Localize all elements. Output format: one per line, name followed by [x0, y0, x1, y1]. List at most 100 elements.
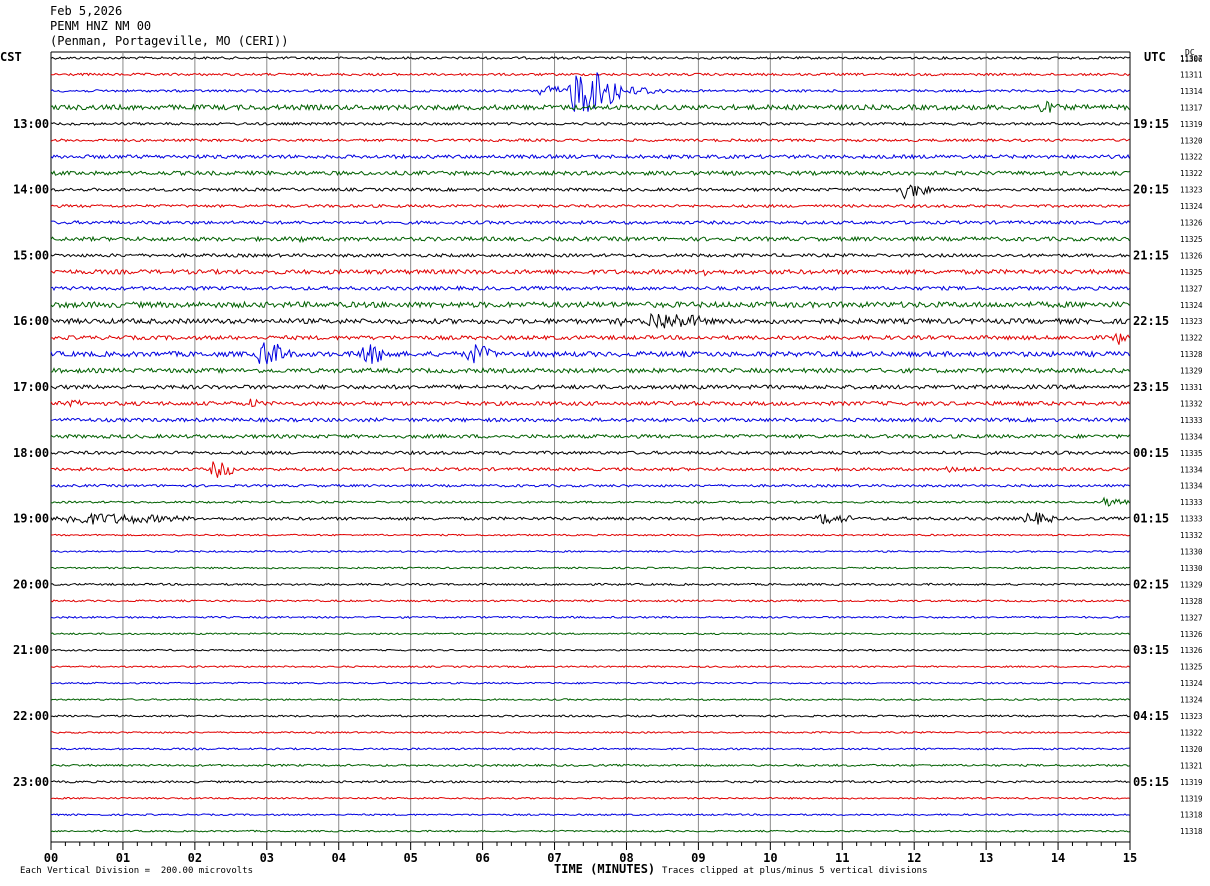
dc-offset-label: 11325 [1180, 663, 1203, 672]
dc-offset-label: 11311 [1180, 70, 1203, 79]
utc-time-label: 19:15 [1133, 117, 1169, 131]
x-tick-label: 01 [116, 851, 130, 865]
trace-row-17 [51, 332, 1130, 345]
dc-offset-label: 11320 [1180, 136, 1203, 145]
trace-row-36 [50, 648, 1130, 652]
trace-row-34 [50, 615, 1130, 619]
cst-time-label: 15:00 [13, 248, 49, 262]
dc-offset-label: 11322 [1180, 728, 1203, 737]
x-tick-label: 02 [188, 851, 202, 865]
dc-offset-label: 11325 [1180, 268, 1203, 277]
trace-row-16 [50, 312, 1130, 329]
dc-offset-label: 11322 [1180, 334, 1203, 343]
trace-row-10 [50, 219, 1130, 225]
trace-row-18 [50, 342, 1130, 365]
trace-row-47 [50, 829, 1130, 833]
trace-row-35 [50, 632, 1130, 636]
trace-row-7 [50, 169, 1130, 177]
trace-row-23 [50, 433, 1130, 440]
dc-offset-label: 11320 [1180, 745, 1203, 754]
dc-offset-label: 11324 [1180, 696, 1203, 705]
trace-row-44 [50, 780, 1130, 784]
utc-time-label: 05:15 [1133, 775, 1169, 789]
utc-time-label: 02:15 [1133, 577, 1169, 591]
trace-row-42 [51, 747, 1130, 751]
dc-offset-label: 11335 [1180, 449, 1203, 458]
cst-time-label: 20:00 [13, 577, 49, 591]
dc-offset-label: 11328 [1180, 597, 1203, 606]
dc-offset-label: 11329 [1180, 367, 1203, 376]
trace-row-4 [50, 121, 1130, 126]
utc-time-label: 01:15 [1133, 512, 1169, 526]
dc-offset-label: 11323 [1180, 186, 1203, 195]
scale-note: Each Vertical Division = 200.00 microvol… [20, 866, 253, 876]
dc-offset-label: 11323 [1180, 317, 1203, 326]
dc-offset-label: 11326 [1180, 646, 1203, 655]
dc-offset-label: 11306 [1180, 55, 1203, 64]
trace-row-39 [50, 698, 1130, 701]
cst-time-label: 16:00 [13, 314, 49, 328]
trace-group [50, 55, 1130, 833]
dc-offset-label: 11321 [1180, 761, 1203, 770]
dc-offset-label: 11332 [1180, 531, 1203, 540]
vertical-gridlines [50, 51, 1131, 850]
trace-row-14 [50, 285, 1130, 292]
trace-row-40 [50, 714, 1130, 718]
x-axis-title: TIME (MINUTES) [554, 862, 656, 876]
trace-row-5 [50, 138, 1130, 143]
trace-row-21 [50, 398, 1130, 408]
header-location: (Penman, Portageville, MO (CERI)) [50, 34, 289, 48]
x-tick-label: 12 [907, 851, 921, 865]
x-tick-label: 11 [835, 851, 849, 865]
trace-row-12 [50, 252, 1130, 258]
cst-time-label: 13:00 [13, 117, 49, 131]
trace-row-25 [51, 461, 1130, 478]
x-tick-label: 10 [763, 851, 777, 865]
trace-row-15 [50, 300, 1130, 310]
x-tick-label: 05 [403, 851, 417, 865]
trace-row-27 [50, 496, 1130, 507]
dc-offset-label: 11326 [1180, 251, 1203, 260]
cst-time-label: 22:00 [13, 709, 49, 723]
dc-offset-label: 11319 [1180, 778, 1203, 787]
dc-offset-label: 11318 [1180, 827, 1203, 836]
x-tick-label: 06 [475, 851, 489, 865]
trace-row-46 [50, 813, 1130, 817]
trace-row-20 [50, 383, 1130, 391]
x-tick-label: 00 [44, 851, 58, 865]
dc-offset-label: 11326 [1180, 630, 1203, 639]
trace-row-9 [50, 203, 1130, 209]
cst-time-label: 23:00 [13, 775, 49, 789]
trace-row-37 [50, 665, 1130, 669]
dc-offset-label: 11319 [1180, 120, 1203, 129]
utc-axis-label: UTC [1144, 50, 1166, 64]
cst-time-label: 18:00 [13, 446, 49, 460]
trace-row-32 [50, 582, 1130, 587]
dc-offset-label: 11328 [1180, 350, 1203, 359]
dc-offset-label: 11319 [1180, 794, 1203, 803]
dc-offset-label: 11307 [1180, 54, 1203, 63]
trace-row-41 [50, 731, 1130, 734]
trace-row-3 [50, 100, 1130, 113]
dc-offset-label: 11334 [1180, 432, 1203, 441]
dc-offset-label: 11314 [1180, 87, 1203, 96]
trace-row-2 [50, 72, 1130, 112]
header-date: Feb 5,2026 [50, 4, 123, 18]
dc-offset-label: 11322 [1180, 153, 1203, 162]
trace-row-29 [50, 533, 1130, 537]
utc-time-label: 22:15 [1133, 314, 1169, 328]
dc-offset-label: 11324 [1180, 301, 1203, 310]
trace-row-43 [50, 763, 1130, 768]
trace-row-1 [50, 72, 1130, 77]
utc-time-label: 00:15 [1133, 446, 1169, 460]
dc-label: DC [1185, 48, 1195, 57]
trace-row-26 [50, 483, 1130, 488]
cst-time-label: 14:00 [13, 183, 49, 197]
x-tick-label: 14 [1051, 851, 1065, 865]
utc-time-label: 20:15 [1133, 183, 1169, 197]
trace-row-6 [50, 153, 1130, 160]
dc-offset-label: 11333 [1180, 498, 1203, 507]
trace-row-38 [51, 681, 1130, 685]
trace-row-33 [50, 599, 1130, 603]
dc-offset-label: 11318 [1180, 811, 1203, 820]
